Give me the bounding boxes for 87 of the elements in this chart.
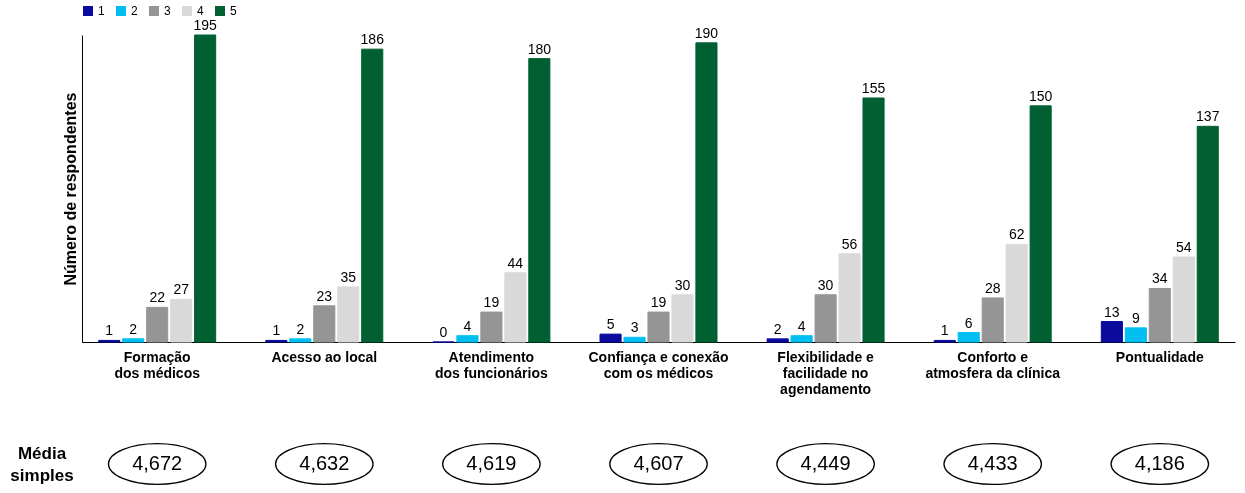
data-label: 23 xyxy=(316,287,333,304)
data-label: 4 xyxy=(797,317,806,334)
bar xyxy=(337,286,360,343)
data-label: 30 xyxy=(817,276,834,293)
data-label: 19 xyxy=(650,294,667,311)
bar xyxy=(766,338,789,343)
data-label: 190 xyxy=(694,24,719,41)
data-label: 30 xyxy=(674,276,691,293)
x-tick-label: Flexibilidade e facilidade no agendamento xyxy=(777,348,875,397)
data-label: 54 xyxy=(1175,238,1192,255)
bar xyxy=(1100,321,1123,343)
bar xyxy=(528,58,551,343)
bar xyxy=(981,297,1004,343)
data-label: 3 xyxy=(630,319,639,336)
data-label: 150 xyxy=(1028,87,1053,104)
bar xyxy=(862,97,885,343)
bar xyxy=(790,335,813,343)
data-label: 2 xyxy=(773,320,782,337)
data-label: 195 xyxy=(193,17,218,33)
data-label: 44 xyxy=(507,254,524,271)
bar xyxy=(1172,256,1195,343)
bar xyxy=(456,335,479,343)
text: 4,433 xyxy=(967,452,1018,474)
bar xyxy=(146,306,169,343)
legend-label: 2 xyxy=(131,4,138,18)
legend-label: 5 xyxy=(230,4,237,18)
bar xyxy=(313,305,336,343)
bar xyxy=(814,294,837,343)
data-label: 35 xyxy=(340,268,357,285)
text: 4,449 xyxy=(800,452,851,474)
text: Média simples xyxy=(10,444,74,485)
bar xyxy=(504,272,527,343)
x-tick-label: Acesso ao local xyxy=(271,348,378,365)
data-label: 0 xyxy=(439,324,448,340)
data-label: 6 xyxy=(964,314,973,331)
data-label: 2 xyxy=(129,320,138,337)
data-label: 22 xyxy=(149,289,166,306)
data-label: 34 xyxy=(1152,270,1168,287)
bar xyxy=(957,332,980,343)
data-label: 1 xyxy=(940,322,949,339)
data-label: 1 xyxy=(105,322,114,339)
bar xyxy=(1124,327,1147,343)
data-label: 28 xyxy=(984,279,1001,296)
data-label: 155 xyxy=(861,79,886,96)
text: 4,607 xyxy=(633,452,684,474)
bar xyxy=(480,311,503,343)
data-label: 19 xyxy=(483,294,500,311)
x-tick-label: Atendimento dos funcionários xyxy=(435,348,548,381)
legend-label: 1 xyxy=(98,4,105,18)
data-label: 5 xyxy=(606,316,615,333)
bar xyxy=(122,338,145,343)
legend-label: 4 xyxy=(197,4,204,18)
legend-label: 3 xyxy=(164,4,171,18)
x-tick-label: Pontualidade xyxy=(1115,348,1204,365)
bar xyxy=(647,311,670,343)
bar xyxy=(361,48,384,343)
data-label: 13 xyxy=(1104,303,1120,320)
bar xyxy=(1029,105,1052,343)
bar xyxy=(599,333,622,343)
text: 4,672 xyxy=(132,452,183,474)
bar xyxy=(623,336,646,343)
x-tick-label: Conforto e atmosfera da clínica xyxy=(925,348,1061,381)
data-label: 180 xyxy=(527,40,552,57)
x-tick-label: Formação dos médicos xyxy=(114,348,201,381)
data-label: 62 xyxy=(1008,226,1025,243)
text: 4,632 xyxy=(299,452,350,474)
data-label: 27 xyxy=(173,281,190,298)
bar xyxy=(1148,287,1171,343)
x-tick-label: Confiança e conexão com os médicos xyxy=(588,348,729,381)
y-axis-title: Número de respondentes xyxy=(61,92,79,286)
data-label: 56 xyxy=(841,235,858,252)
text: 4,619 xyxy=(466,452,517,474)
bar xyxy=(695,42,718,343)
bar xyxy=(194,34,217,343)
data-label: 9 xyxy=(1131,309,1140,326)
data-label: 137 xyxy=(1196,108,1220,125)
bar xyxy=(1196,125,1219,343)
bar xyxy=(289,338,312,343)
bar xyxy=(838,253,861,343)
data-label: 2 xyxy=(296,320,305,337)
bar xyxy=(1005,243,1028,343)
data-label: 1 xyxy=(272,322,281,339)
bar xyxy=(170,298,193,343)
bar xyxy=(671,294,694,343)
data-label: 4 xyxy=(463,317,472,334)
data-label: 186 xyxy=(360,31,385,48)
text: 4,186 xyxy=(1134,452,1185,474)
